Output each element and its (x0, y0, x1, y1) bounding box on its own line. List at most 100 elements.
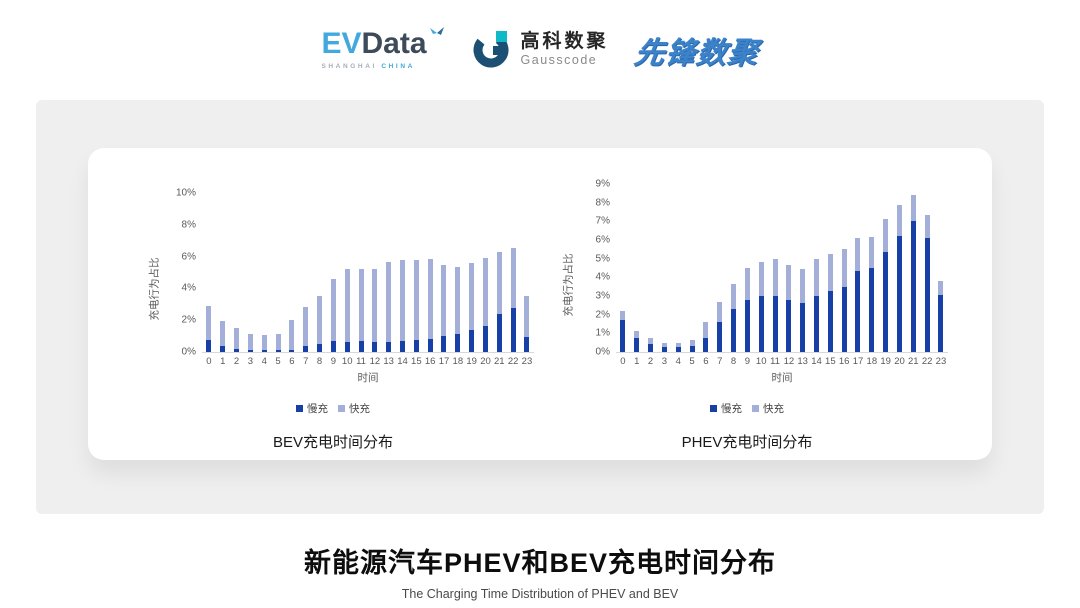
bar-segment-fast-charge (689, 339, 695, 347)
bar-segment-fast-charge (855, 238, 861, 271)
bar-segment-slow-charge (344, 341, 350, 352)
evdata-sub-china: CHINA (381, 63, 415, 71)
bar-segment-fast-charge (482, 258, 488, 326)
x-tick-label: 12 (369, 356, 381, 367)
stacked-bar-hour-11 (768, 184, 782, 352)
legend-label: 慢充 (721, 403, 742, 415)
x-tick-label: 16 (424, 356, 436, 367)
stacked-bar-hour-6 (285, 193, 299, 352)
bar-segment-slow-charge (303, 346, 309, 352)
y-tick-label: 0% (181, 346, 196, 358)
stacked-bar-hour-6 (699, 184, 713, 352)
legend-swatch-icon (296, 405, 303, 412)
legend-item: 快充 (752, 401, 784, 416)
bar-segment-fast-charge (758, 262, 764, 296)
bev-chart-title: BEV充电时间分布 (272, 434, 393, 451)
bar-segment-fast-charge (344, 269, 350, 342)
stacked-bar-hour-18 (865, 184, 879, 352)
legend-item: 慢充 (296, 401, 328, 416)
bar-segment-fast-charge (372, 268, 378, 343)
legend-swatch-icon (338, 405, 345, 412)
bar-segment-slow-charge (524, 336, 530, 352)
stacked-bar-hour-3 (657, 184, 671, 352)
bar-segment-slow-charge (206, 340, 212, 352)
bar-segment-slow-charge (317, 344, 323, 352)
x-tick-label: 2 (233, 356, 240, 367)
stacked-bar-hour-13 (382, 193, 396, 352)
x-tick-label: 1 (634, 356, 640, 367)
bar-segment-fast-charge (620, 310, 626, 321)
stacked-bar-hour-1 (630, 184, 644, 352)
stacked-bar-hour-5 (271, 193, 285, 352)
x-tick-label: 17 (438, 356, 450, 367)
x-tick-label: 19 (466, 356, 477, 367)
bar-segment-slow-charge (827, 291, 833, 352)
stacked-bar-hour-16 (423, 193, 437, 352)
gausscode-g-icon (471, 27, 513, 74)
bar-segment-fast-charge (220, 321, 226, 347)
y-tick-label: 7% (595, 215, 610, 227)
x-tick-label: 6 (289, 356, 295, 367)
stacked-bar-hour-9 (740, 184, 754, 352)
y-tick-label: 2% (181, 314, 196, 326)
bar-segment-fast-charge (275, 333, 281, 351)
bar-segment-fast-charge (496, 251, 502, 314)
stacked-bar-hour-23 (520, 193, 534, 352)
y-tick-label: 4% (181, 282, 196, 294)
bar-segment-slow-charge (841, 286, 847, 352)
bar-segment-fast-charge (703, 322, 709, 338)
x-tick-label: 0 (206, 356, 212, 367)
stacked-bar-hour-7 (713, 184, 727, 352)
stacked-bar-hour-8 (313, 193, 327, 352)
x-tick-label: 18 (452, 356, 464, 367)
phev-legend: 慢充 快充 (542, 401, 952, 416)
stacked-bar-hour-3 (243, 193, 257, 352)
x-tick-label: 12 (783, 356, 795, 367)
x-tick-label: 3 (247, 356, 254, 367)
bar-segment-slow-charge (661, 347, 667, 352)
stacked-bar-hour-8 (727, 184, 741, 352)
bar-segment-slow-charge (220, 346, 226, 352)
page-title: 新能源汽车PHEV和BEV充电时间分布 (303, 548, 777, 578)
bar-segment-fast-charge (358, 268, 364, 341)
phev-x-axis-title: 时间 (771, 372, 793, 384)
stacked-bar-hour-9 (326, 193, 340, 352)
bar-segment-slow-charge (924, 238, 930, 352)
bar-segment-slow-charge (648, 343, 654, 352)
x-tick-label: 5 (689, 356, 695, 367)
bar-segment-slow-charge (910, 221, 916, 352)
page-subtitle: The Charging Time Distribution of PHEV a… (401, 587, 679, 601)
bar-segment-slow-charge (427, 338, 433, 352)
stacked-bar-hour-0 (202, 193, 216, 352)
bar-segment-fast-charge (510, 247, 516, 309)
bar-segment-slow-charge (883, 252, 889, 352)
bar-segment-fast-charge (648, 338, 654, 344)
bar-segment-fast-charge (386, 262, 392, 342)
y-tick-label: 9% (595, 178, 610, 190)
bar-segment-fast-charge (289, 320, 295, 350)
bev-x-axis-title: 时间 (357, 372, 379, 384)
evdata-logo-data-text: Data (361, 27, 427, 61)
stacked-bar-hour-4 (671, 184, 685, 352)
stacked-bar-hour-12 (782, 184, 796, 352)
bar-segment-slow-charge (413, 340, 419, 352)
stacked-bar-hour-10 (754, 184, 768, 352)
x-tick-label: 9 (330, 356, 337, 367)
header-logo-bar: EV Data SHANGHAI CHINA 高科数聚 (0, 0, 1080, 100)
stacked-bar-hour-19 (879, 184, 893, 352)
stacked-bar-hour-7 (299, 193, 313, 352)
stacked-bar-hour-20 (479, 193, 493, 352)
x-tick-label: 11 (356, 356, 366, 367)
x-tick-label: 13 (797, 356, 808, 367)
bar-segment-fast-charge (827, 254, 833, 292)
x-tick-label: 2 (647, 356, 654, 367)
stacked-bar-hour-15 (409, 193, 423, 352)
x-tick-label: 3 (661, 356, 668, 367)
y-tick-label: 0% (595, 346, 610, 358)
charts-card: 充电行为占比 0% 2% 4% 6% 8% 10% 0 1 2 3 4 5 6 7 8 9 10 11 12 13 1… (88, 148, 992, 460)
stacked-bar-hour-18 (451, 193, 465, 352)
bar-segment-slow-charge (814, 296, 819, 352)
bar-segment-fast-charge (469, 262, 475, 330)
y-tick-label: 4% (595, 271, 610, 283)
y-tick-label: 8% (181, 219, 196, 231)
